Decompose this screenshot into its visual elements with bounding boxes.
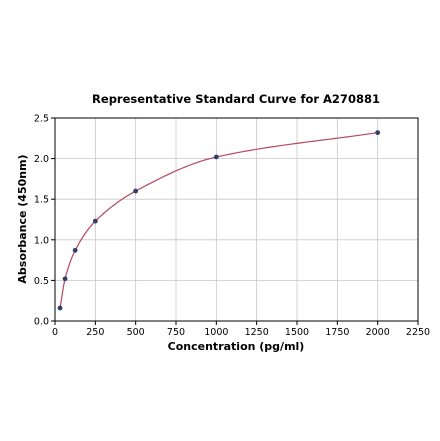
data-point [375, 130, 381, 136]
data-point [62, 276, 68, 282]
data-point [213, 154, 219, 160]
x-tick-label: 1000 [204, 327, 228, 338]
x-tick-label: 2000 [366, 327, 390, 338]
x-tick-label: 0 [52, 327, 58, 338]
y-tick-label: 1.0 [34, 235, 49, 246]
x-tick-label: 500 [127, 327, 145, 338]
y-tick-label: 0.5 [34, 276, 49, 287]
y-tick-label: 2.0 [34, 154, 49, 165]
x-tick-label: 750 [167, 327, 185, 338]
grid-lines [54, 117, 419, 322]
y-axis-ticks: 0.0 0.5 1.0 1.5 2.0 2.5 [34, 114, 55, 328]
x-tick-label: 1500 [285, 327, 309, 338]
x-tick-label: 2250 [406, 327, 430, 338]
y-tick-label: 2.5 [34, 114, 49, 125]
y-tick-label: 0.0 [34, 317, 49, 328]
data-point [92, 218, 98, 224]
data-points [57, 130, 381, 311]
x-tick-label: 1250 [245, 327, 269, 338]
data-point [133, 188, 139, 194]
x-tick-label: 250 [86, 327, 104, 338]
plot-frame [54, 117, 419, 322]
x-axis-label: Concentration (pg/ml) [168, 340, 305, 353]
data-point [72, 247, 78, 253]
y-axis-label: Absorbance (450nm) [16, 154, 29, 283]
y-tick-label: 1.5 [34, 195, 49, 206]
data-point [57, 305, 63, 311]
x-tick-label: 1750 [325, 327, 349, 338]
chart-title: Representative Standard Curve for A27088… [92, 92, 380, 106]
x-axis-ticks: 0 250 500 750 1000 1250 1500 1750 2000 2250 [52, 321, 430, 338]
